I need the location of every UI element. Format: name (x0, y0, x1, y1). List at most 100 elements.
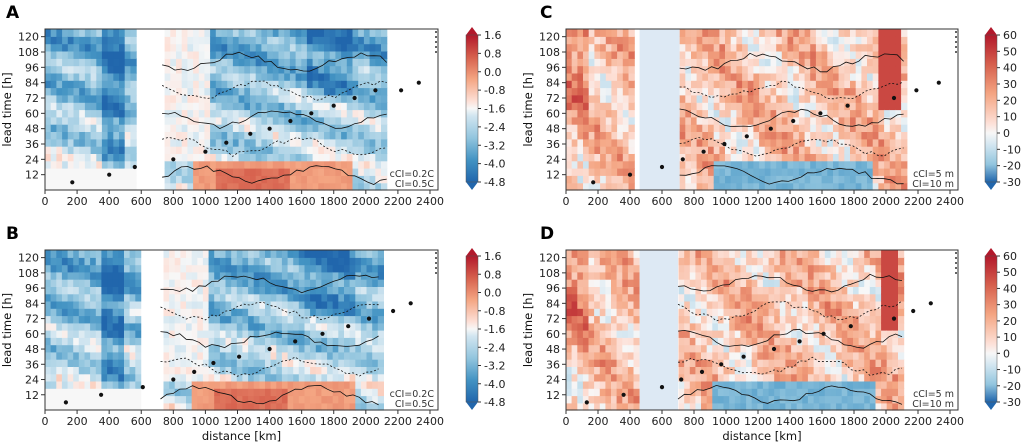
field-cell (107, 395, 114, 404)
field-cell (757, 315, 764, 324)
field-cell (187, 160, 194, 169)
field-cell (566, 116, 573, 125)
field-cell (101, 29, 109, 37)
field-cell (691, 72, 698, 81)
field-cell (306, 153, 314, 162)
field-cell (747, 94, 755, 103)
field-cell (73, 315, 80, 324)
field-cell (265, 315, 272, 324)
field-cell (101, 94, 109, 103)
field-cell (73, 337, 80, 346)
field-cell (163, 257, 170, 266)
field-cell (214, 380, 221, 389)
field-cell (779, 250, 786, 258)
field-cell (295, 160, 302, 169)
field-cell (349, 359, 356, 367)
field-cell (267, 43, 274, 52)
field-cell (759, 36, 766, 45)
field-cell (221, 116, 228, 125)
field-cell (335, 116, 342, 125)
field-cell (270, 330, 277, 338)
field-cell (96, 72, 103, 81)
field-cell (197, 315, 204, 324)
field-cell (869, 250, 876, 258)
field-cell (779, 344, 786, 353)
field-cell (50, 300, 57, 309)
field-cell (265, 257, 272, 266)
field-cell (617, 131, 624, 140)
field-cell (360, 359, 368, 367)
field-cell (841, 366, 848, 375)
field-cell (878, 175, 885, 184)
field-cell (186, 322, 193, 331)
field-cell (338, 264, 345, 273)
field-cell (838, 87, 845, 96)
field-cell (90, 388, 97, 397)
field-cell (73, 402, 80, 411)
field-cell (751, 351, 758, 360)
panel-label: B (6, 224, 19, 244)
field-cell (284, 80, 291, 89)
field-cell (571, 366, 578, 375)
field-cell (324, 168, 331, 176)
field-cell (312, 138, 319, 147)
x-tick-label: 2400 (416, 195, 444, 208)
field-cell (346, 182, 354, 191)
field-cell (679, 124, 686, 132)
field-cell (719, 146, 726, 154)
field-cell (214, 330, 221, 338)
field-cell (869, 308, 876, 317)
field-cell (611, 250, 618, 258)
field-cell (204, 124, 211, 132)
field-cell (796, 279, 803, 287)
field-cell (352, 102, 359, 111)
field-cell (611, 146, 618, 154)
field-cell (250, 65, 257, 74)
field-cell (853, 359, 860, 367)
field-cell (312, 175, 319, 184)
field-cell (272, 87, 280, 96)
field-cell (238, 87, 245, 96)
field-cell (708, 65, 715, 74)
field-cell (358, 36, 365, 45)
field-cell (312, 124, 319, 132)
field-cell (312, 160, 319, 169)
field-cell (301, 116, 308, 125)
field-cell (261, 51, 268, 59)
field-cell (219, 264, 227, 273)
y-axis-label: lead time [h] (521, 72, 535, 146)
field-cell (304, 330, 311, 338)
x-tick-label: 0 (42, 415, 49, 428)
field-cell (176, 102, 183, 111)
field-cell (281, 344, 289, 353)
field-cell (566, 380, 573, 389)
field-cell (310, 264, 317, 273)
field-cell (267, 65, 274, 74)
field-cell (736, 131, 743, 140)
field-cell (734, 279, 741, 287)
field-cell (566, 395, 573, 404)
field-cell (566, 36, 573, 45)
field-cell (338, 337, 345, 346)
field-cell (582, 322, 590, 331)
field-cell (101, 116, 109, 125)
field-cell (807, 271, 815, 280)
field-cell (746, 279, 753, 287)
field-cell (787, 160, 794, 169)
field-cell (571, 94, 578, 103)
field-cell (836, 250, 843, 258)
field-cell (301, 58, 308, 67)
y-tick-label: 36 (25, 358, 39, 371)
field-cell (202, 380, 210, 389)
field-cell (753, 124, 760, 132)
field-cell (45, 402, 52, 411)
field-cell (135, 344, 142, 353)
field-cell (776, 51, 783, 59)
x-tick-label: 200 (67, 195, 88, 208)
field-cell (785, 337, 792, 346)
field-cell (571, 402, 578, 411)
field-cell (107, 29, 114, 37)
field-cell (312, 168, 319, 176)
field-cell (225, 330, 232, 338)
field-cell (685, 160, 692, 169)
